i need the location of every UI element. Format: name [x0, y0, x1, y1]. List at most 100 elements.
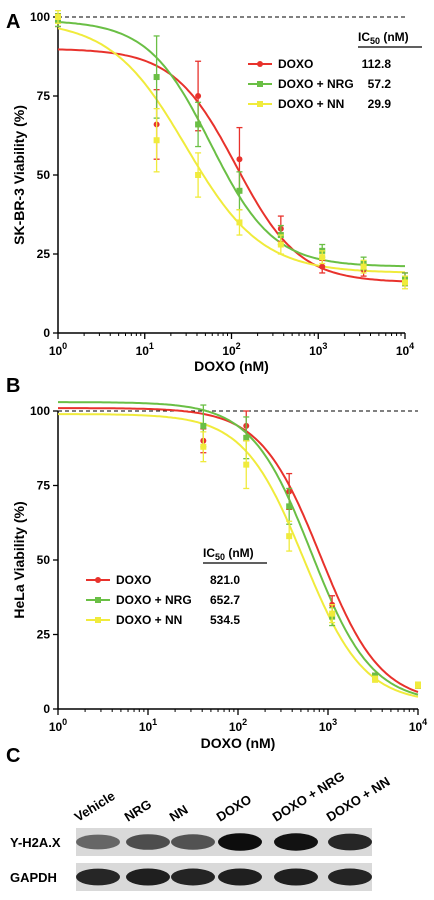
y-tick-label: 0	[43, 702, 50, 716]
fit-curve-doxo-nrg	[58, 401, 419, 696]
data-point-doxo-nn	[402, 279, 408, 286]
x-tick-label: 103	[309, 341, 327, 358]
blot-band	[274, 868, 318, 886]
y-tick-label: 100	[30, 404, 50, 418]
data-point-doxo	[319, 263, 326, 270]
x-axis-title: DOXO (nM)	[194, 358, 269, 374]
legend-marker	[257, 101, 263, 107]
lane-label: DOXO	[214, 792, 254, 825]
y-axis-title: SK-BR-3 Viability (%)	[11, 105, 27, 245]
x-tick-label: 103	[319, 717, 337, 734]
ic50-header: IC50 (nM)	[203, 546, 254, 562]
blot-band	[171, 868, 215, 886]
legend-item-doxo: DOXO	[86, 573, 151, 587]
data-point-doxo-nn	[277, 241, 284, 248]
blot-band	[218, 833, 262, 851]
legend-item-doxo: DOXO	[248, 57, 313, 71]
data-point-doxo-nn	[372, 676, 379, 683]
data-point-doxo-nn	[243, 461, 250, 468]
y-tick-label: 75	[37, 89, 51, 103]
legend-label: DOXO	[278, 57, 313, 71]
legend-item-doxo-nn: DOXO + NN	[248, 97, 344, 111]
data-point-doxo-nn	[329, 610, 336, 617]
fit-curve-doxo-nrg	[57, 21, 405, 268]
legend-marker	[257, 61, 263, 67]
data-point-doxo-nn	[415, 682, 421, 689]
y-axis-title: HeLa Viability (%)	[11, 501, 27, 618]
y-tick-label: 0	[43, 326, 50, 340]
data-point-doxo-nn	[153, 137, 160, 144]
ic50-value-doxo-nrg: 652.7	[210, 593, 240, 607]
data-point-doxo	[236, 156, 243, 163]
ic50-header: IC50 (nM)	[358, 30, 409, 46]
legend-item-doxo-nrg: DOXO + NRG	[86, 593, 192, 607]
data-point-doxo-nn	[55, 14, 61, 20]
panel-letter-c: C	[6, 745, 20, 767]
data-point-doxo-nrg	[153, 74, 160, 81]
data-point-doxo-nn	[286, 533, 293, 540]
y-tick-label: 50	[37, 168, 51, 182]
x-tick-label: 101	[136, 341, 154, 358]
legend-label: DOXO + NN	[278, 97, 344, 111]
ic50-value-doxo: 112.8	[362, 57, 392, 71]
ic50-value-doxo-nn: 534.5	[210, 613, 240, 627]
x-tick-label: 104	[409, 717, 427, 734]
y-tick-label: 25	[37, 628, 51, 642]
panel-letter-a: A	[6, 11, 20, 33]
panel-letter-b: B	[6, 375, 20, 397]
lane-label: NRG	[122, 797, 154, 825]
x-tick-label: 102	[229, 717, 247, 734]
legend-label: DOXO + NN	[116, 613, 182, 627]
data-point-doxo-nn	[360, 263, 367, 270]
legend-label: DOXO + NRG	[116, 593, 192, 607]
blot-band	[126, 868, 170, 886]
data-point-doxo-nrg	[243, 434, 250, 441]
data-point-doxo-nrg	[200, 422, 207, 429]
row-label-gapdh: GAPDH	[10, 870, 57, 885]
x-tick-label: 100	[49, 717, 67, 734]
legend-item-doxo-nn: DOXO + NN	[86, 613, 182, 627]
y-tick-label: 100	[30, 10, 50, 24]
chart-panel-a: 0 25 50 75 100 100 101 102 103 104 DOXO (nM) SK-BR-…	[11, 10, 422, 374]
legend-marker	[257, 81, 263, 87]
data-point-doxo-nn	[195, 172, 202, 178]
lane-label: NN	[167, 802, 191, 825]
chart-panel-b: 0 25 50 75 100 100 101 102 103 104 DOXO (nM) HeLa V…	[11, 401, 427, 751]
data-point-doxo-nn	[200, 443, 207, 450]
ic50-value-doxo-nn: 29.9	[368, 97, 392, 111]
data-point-doxo-nn	[236, 219, 243, 226]
data-point-doxo-nrg	[286, 503, 293, 510]
blot-band	[126, 834, 170, 850]
data-point-doxo-nn	[319, 254, 326, 261]
blot-band	[274, 833, 318, 851]
x-axis-title: DOXO (nM)	[201, 735, 276, 751]
lane-label: Vehicle	[72, 788, 118, 824]
data-point-doxo-nrg	[195, 121, 202, 128]
blot-band	[328, 833, 372, 851]
y-tick-label: 50	[37, 553, 51, 567]
blot-band	[171, 834, 215, 850]
row-label-y-h2a-x: Y-H2A.X	[10, 835, 61, 850]
blot-band	[76, 868, 120, 886]
data-point-doxo-nrg	[236, 187, 243, 194]
x-tick-label: 102	[222, 341, 240, 358]
x-tick-label: 100	[49, 341, 67, 358]
x-tick-label: 104	[396, 341, 414, 358]
fit-curve-doxo-nn	[58, 413, 419, 698]
blot-band	[218, 868, 262, 886]
legend-label: DOXO	[116, 573, 151, 587]
ic50-value-doxo: 821.0	[210, 573, 240, 587]
x-tick-label: 101	[139, 717, 157, 734]
legend-marker	[95, 597, 101, 603]
ic50-value-doxo-nrg: 57.2	[368, 77, 392, 91]
legend-marker	[95, 617, 101, 623]
y-tick-label: 75	[37, 479, 51, 493]
blot-band	[76, 834, 120, 850]
data-point-doxo	[195, 93, 202, 99]
legend-label: DOXO + NRG	[278, 77, 354, 91]
blot-band	[328, 868, 372, 886]
legend-marker	[95, 577, 101, 583]
y-tick-label: 25	[37, 247, 51, 261]
